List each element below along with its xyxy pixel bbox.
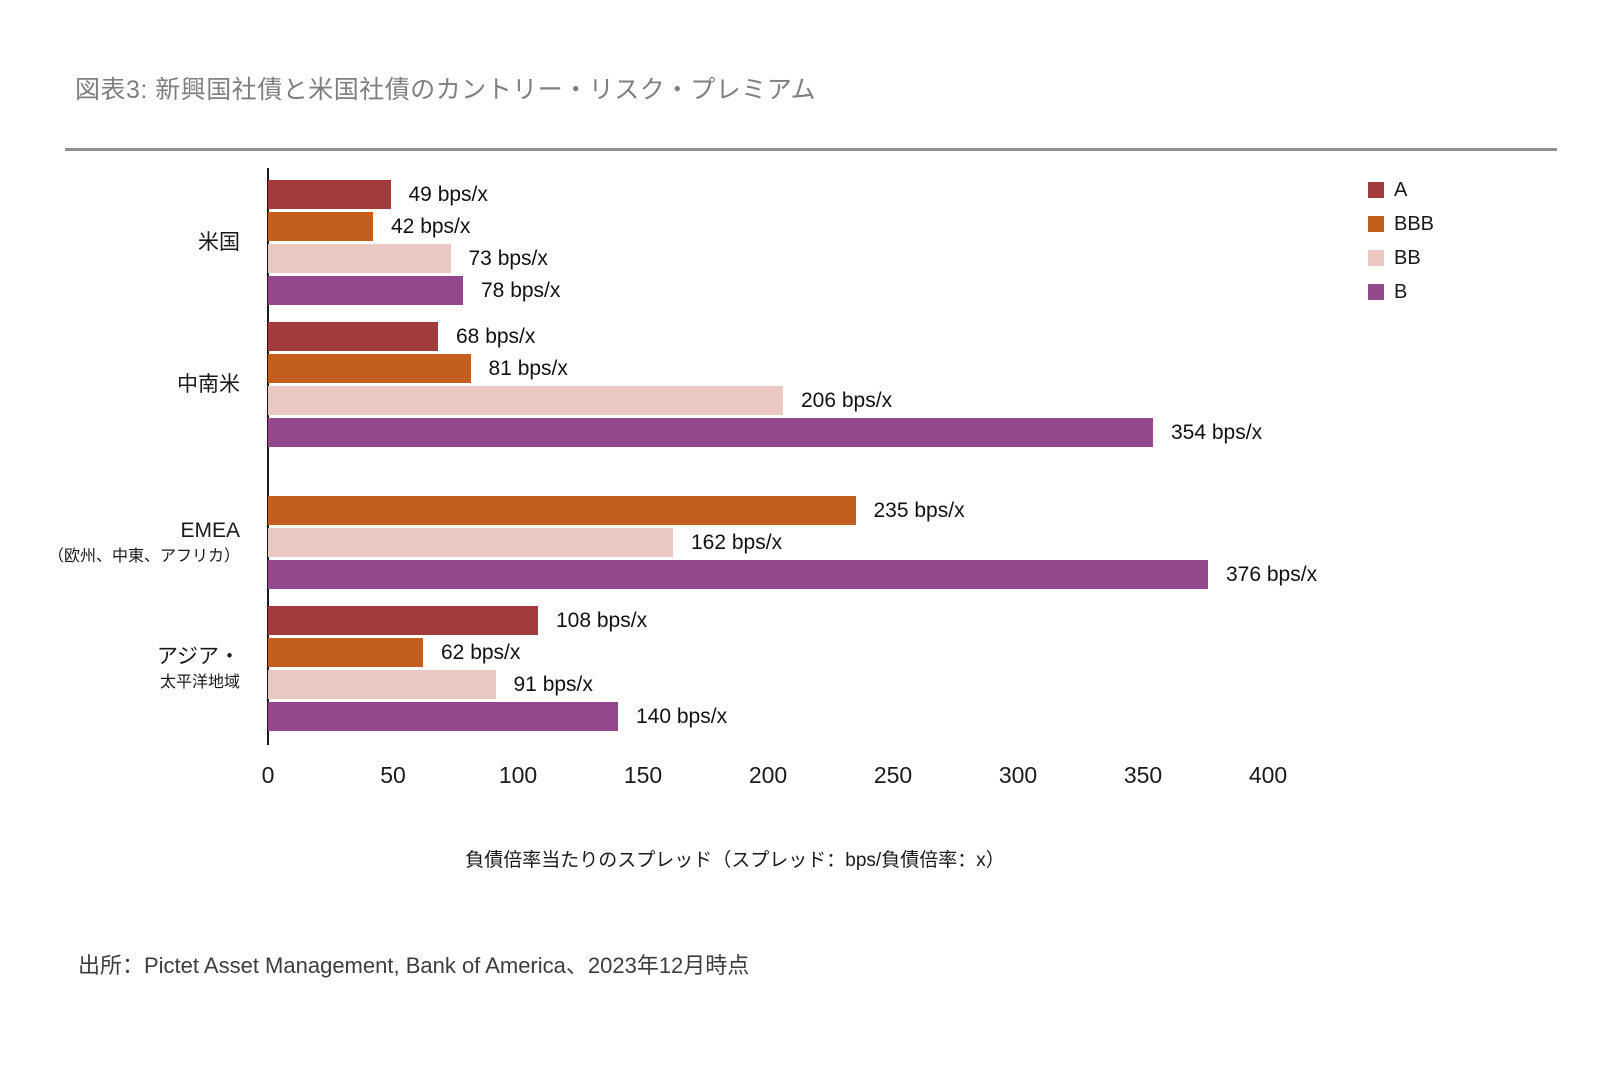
bar-A — [268, 180, 391, 209]
bar-value-label: 206 bps/x — [801, 388, 893, 412]
y-axis-group-label: 米国 — [40, 229, 240, 257]
legend-label: B — [1394, 280, 1408, 303]
y-axis-group-label-line: 米国 — [198, 230, 240, 254]
legend-swatch-icon — [1368, 182, 1384, 198]
bar-BB — [268, 386, 783, 415]
x-tick-label: 400 — [1248, 762, 1288, 788]
legend-swatch-icon — [1368, 216, 1384, 232]
legend-label: A — [1394, 178, 1408, 201]
y-axis-group-label-line: EMEA — [180, 518, 240, 542]
legend-label: BBB — [1394, 212, 1435, 235]
bar-BB — [268, 670, 496, 699]
x-tick-label: 0 — [261, 762, 275, 788]
y-axis-group-label-line: 太平洋地域 — [159, 673, 240, 691]
bar-value-label: 354 bps/x — [1171, 420, 1263, 444]
bar-BB — [268, 528, 673, 557]
bar-value-label: 78 bps/x — [481, 278, 561, 302]
legend-item-BBB: BBB — [1368, 212, 1434, 236]
bar-value-label: 73 bps/x — [468, 246, 548, 270]
legend-swatch-icon — [1368, 250, 1384, 266]
y-axis-line — [267, 168, 269, 745]
bar-value-label: 108 bps/x — [556, 608, 648, 632]
legend-item-B: B — [1368, 280, 1434, 304]
legend-item-A: A — [1368, 178, 1434, 202]
y-axis-group-label: アジア・ 太平洋地域 — [40, 643, 240, 695]
bar-B — [268, 702, 618, 731]
bar-value-label: 162 bps/x — [691, 530, 783, 554]
bar-B — [268, 276, 463, 305]
bar-value-label: 81 bps/x — [488, 356, 568, 380]
bar-BBB — [268, 354, 471, 383]
bar-value-label: 68 bps/x — [456, 324, 536, 348]
bar-BBB — [268, 638, 423, 667]
x-tick-label: 200 — [748, 762, 788, 788]
bar-B — [268, 418, 1153, 447]
bar-BBB — [268, 496, 856, 525]
x-tick-label: 100 — [498, 762, 538, 788]
y-axis-group-label-line: （欧州、中東、アフリカ） — [47, 547, 240, 565]
title-divider — [65, 148, 1557, 151]
x-tick-label: 300 — [998, 762, 1038, 788]
bar-value-label: 42 bps/x — [391, 214, 471, 238]
legend-item-BB: BB — [1368, 246, 1434, 270]
x-tick-label: 150 — [623, 762, 663, 788]
bar-value-label: 62 bps/x — [441, 640, 521, 664]
x-tick-label: 50 — [380, 762, 406, 788]
bar-value-label: 49 bps/x — [408, 182, 488, 206]
bar-value-label: 140 bps/x — [636, 704, 728, 728]
bar-value-label: 235 bps/x — [873, 498, 965, 522]
bar-A — [268, 606, 538, 635]
y-axis-group-label-line: アジア・ — [156, 644, 240, 668]
y-axis-group-label: EMEA （欧州、中東、アフリカ） — [40, 517, 240, 569]
source-text: 出所：Pictet Asset Management, Bank of Amer… — [78, 953, 750, 978]
legend-swatch-icon — [1368, 284, 1384, 300]
x-tick-label: 350 — [1123, 762, 1163, 788]
bar-BBB — [268, 212, 373, 241]
legend: A BBB BB B — [1368, 178, 1434, 314]
x-tick-label: 250 — [873, 762, 913, 788]
y-axis-group-label-line: 中南米 — [177, 372, 240, 396]
y-axis-group-label: 中南米 — [40, 371, 240, 399]
bar-value-label: 91 bps/x — [513, 672, 593, 696]
x-axis-label: 負債倍率当たりのスプレッド（スプレッド：bps/負債倍率：x） — [465, 850, 1005, 871]
bar-BB — [268, 244, 451, 273]
bar-A — [268, 322, 438, 351]
bar-value-label: 376 bps/x — [1226, 562, 1318, 586]
page-title: 図表3: 新興国社債と米国社債のカントリー・リスク・プレミアム — [75, 76, 817, 104]
legend-label: BB — [1394, 246, 1421, 269]
bar-B — [268, 560, 1208, 589]
